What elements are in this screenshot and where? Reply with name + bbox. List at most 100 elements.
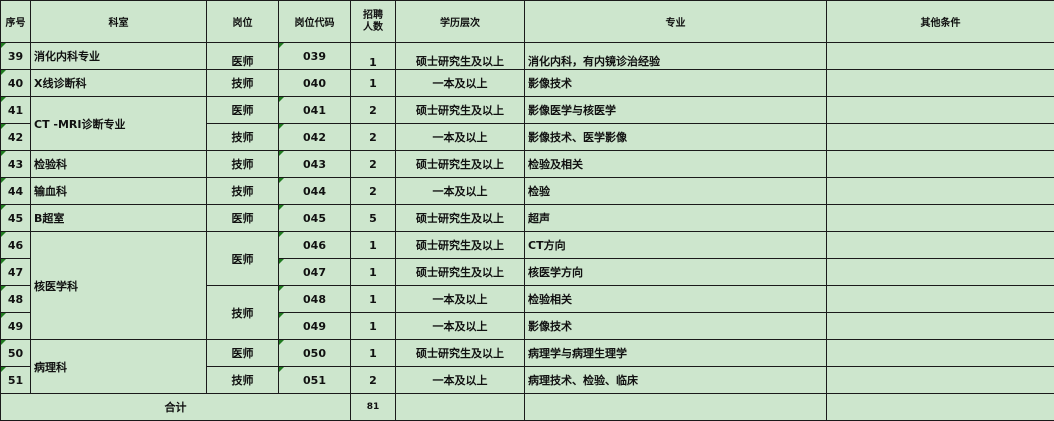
cell-count[interactable]: 2 bbox=[351, 151, 396, 178]
cell-code[interactable]: 043 bbox=[279, 151, 351, 178]
cell-edu[interactable]: 硕士研究生及以上 bbox=[396, 205, 525, 232]
header-post[interactable]: 岗位 bbox=[207, 1, 279, 43]
cell-major[interactable]: 病理技术、检验、临床 bbox=[525, 367, 827, 394]
total-other-empty[interactable] bbox=[827, 394, 1054, 421]
cell-no[interactable]: 42 bbox=[1, 124, 31, 151]
cell-major[interactable]: 检验及相关 bbox=[525, 151, 827, 178]
cell-major[interactable]: 影像医学与核医学 bbox=[525, 97, 827, 124]
cell-major[interactable]: CT方向 bbox=[525, 232, 827, 259]
cell-major[interactable]: 超声 bbox=[525, 205, 827, 232]
cell-post[interactable]: 技师 bbox=[207, 70, 279, 97]
cell-count[interactable]: 1 bbox=[351, 286, 396, 313]
cell-code[interactable]: 040 bbox=[279, 70, 351, 97]
header-edu[interactable]: 学历层次 bbox=[396, 1, 525, 43]
cell-edu[interactable]: 硕士研究生及以上 bbox=[396, 232, 525, 259]
cell-count[interactable]: 1 bbox=[351, 232, 396, 259]
cell-count[interactable]: 1 bbox=[351, 340, 396, 367]
cell-major[interactable]: 影像技术、医学影像 bbox=[525, 124, 827, 151]
header-dept[interactable]: 科室 bbox=[31, 1, 207, 43]
cell-no[interactable]: 51 bbox=[1, 367, 31, 394]
cell-count[interactable]: 2 bbox=[351, 178, 396, 205]
cell-code[interactable]: 046 bbox=[279, 232, 351, 259]
total-edu-empty[interactable] bbox=[396, 394, 525, 421]
total-major-empty[interactable] bbox=[525, 394, 827, 421]
cell-dept[interactable]: 输血科 bbox=[31, 178, 207, 205]
cell-post[interactable]: 医师 bbox=[207, 340, 279, 367]
cell-edu[interactable]: 一本及以上 bbox=[396, 70, 525, 97]
cell-no[interactable]: 40 bbox=[1, 70, 31, 97]
cell-major[interactable]: 病理学与病理生理学 bbox=[525, 340, 827, 367]
cell-edu[interactable]: 一本及以上 bbox=[396, 124, 525, 151]
cell-post[interactable]: 医师 bbox=[207, 232, 279, 286]
cell-count[interactable]: 5 bbox=[351, 205, 396, 232]
cell-code[interactable]: 047 bbox=[279, 259, 351, 286]
cell-count[interactable]: 1 bbox=[351, 43, 396, 70]
cell-edu[interactable]: 一本及以上 bbox=[396, 367, 525, 394]
cell-edu[interactable]: 一本及以上 bbox=[396, 313, 525, 340]
cell-count[interactable]: 2 bbox=[351, 367, 396, 394]
cell-count[interactable]: 1 bbox=[351, 313, 396, 340]
cell-dept[interactable]: B超室 bbox=[31, 205, 207, 232]
cell-other[interactable] bbox=[827, 232, 1054, 259]
cell-post[interactable]: 技师 bbox=[207, 286, 279, 340]
cell-code[interactable]: 044 bbox=[279, 178, 351, 205]
cell-code[interactable]: 041 bbox=[279, 97, 351, 124]
cell-edu[interactable]: 硕士研究生及以上 bbox=[396, 43, 525, 70]
cell-dept[interactable]: X线诊断科 bbox=[31, 70, 207, 97]
cell-post[interactable]: 技师 bbox=[207, 151, 279, 178]
cell-major[interactable]: 检验相关 bbox=[525, 286, 827, 313]
cell-no[interactable]: 44 bbox=[1, 178, 31, 205]
cell-other[interactable] bbox=[827, 151, 1054, 178]
header-other[interactable]: 其他条件 bbox=[827, 1, 1054, 43]
cell-post[interactable]: 医师 bbox=[207, 97, 279, 124]
cell-edu[interactable]: 硕士研究生及以上 bbox=[396, 340, 525, 367]
cell-code[interactable]: 045 bbox=[279, 205, 351, 232]
cell-edu[interactable]: 硕士研究生及以上 bbox=[396, 151, 525, 178]
cell-major[interactable]: 影像技术 bbox=[525, 313, 827, 340]
cell-post[interactable]: 技师 bbox=[207, 367, 279, 394]
header-count[interactable]: 招聘人数 bbox=[351, 1, 396, 43]
cell-major[interactable]: 消化内科，有内镜诊治经验 bbox=[525, 43, 827, 70]
cell-other[interactable] bbox=[827, 70, 1054, 97]
cell-post[interactable]: 医师 bbox=[207, 43, 279, 70]
cell-no[interactable]: 48 bbox=[1, 286, 31, 313]
cell-edu[interactable]: 一本及以上 bbox=[396, 178, 525, 205]
cell-post[interactable]: 技师 bbox=[207, 178, 279, 205]
cell-code[interactable]: 048 bbox=[279, 286, 351, 313]
cell-no[interactable]: 50 bbox=[1, 340, 31, 367]
cell-dept[interactable]: 检验科 bbox=[31, 151, 207, 178]
cell-dept[interactable]: CT -MRI诊断专业 bbox=[31, 97, 207, 151]
cell-code[interactable]: 039 bbox=[279, 43, 351, 70]
cell-post[interactable]: 医师 bbox=[207, 205, 279, 232]
cell-other[interactable] bbox=[827, 205, 1054, 232]
cell-no[interactable]: 49 bbox=[1, 313, 31, 340]
cell-dept[interactable]: 核医学科 bbox=[31, 232, 207, 340]
cell-no[interactable]: 41 bbox=[1, 97, 31, 124]
cell-major[interactable]: 影像技术 bbox=[525, 70, 827, 97]
cell-other[interactable] bbox=[827, 313, 1054, 340]
cell-code[interactable]: 050 bbox=[279, 340, 351, 367]
cell-other[interactable] bbox=[827, 367, 1054, 394]
cell-other[interactable] bbox=[827, 43, 1054, 70]
cell-other[interactable] bbox=[827, 340, 1054, 367]
cell-other[interactable] bbox=[827, 97, 1054, 124]
cell-edu[interactable]: 硕士研究生及以上 bbox=[396, 97, 525, 124]
cell-edu[interactable]: 一本及以上 bbox=[396, 286, 525, 313]
cell-dept[interactable]: 消化内科专业 bbox=[31, 43, 207, 70]
header-no[interactable]: 序号 bbox=[1, 1, 31, 43]
cell-no[interactable]: 47 bbox=[1, 259, 31, 286]
cell-other[interactable] bbox=[827, 286, 1054, 313]
cell-count[interactable]: 1 bbox=[351, 259, 396, 286]
cell-no[interactable]: 46 bbox=[1, 232, 31, 259]
cell-no[interactable]: 45 bbox=[1, 205, 31, 232]
cell-count[interactable]: 1 bbox=[351, 70, 396, 97]
cell-no[interactable]: 43 bbox=[1, 151, 31, 178]
cell-code[interactable]: 051 bbox=[279, 367, 351, 394]
header-code[interactable]: 岗位代码 bbox=[279, 1, 351, 43]
cell-count[interactable]: 2 bbox=[351, 124, 396, 151]
cell-major[interactable]: 核医学方向 bbox=[525, 259, 827, 286]
cell-code[interactable]: 049 bbox=[279, 313, 351, 340]
total-count[interactable]: 81 bbox=[351, 394, 396, 421]
total-label[interactable]: 合计 bbox=[1, 394, 351, 421]
cell-dept[interactable]: 病理科 bbox=[31, 340, 207, 394]
